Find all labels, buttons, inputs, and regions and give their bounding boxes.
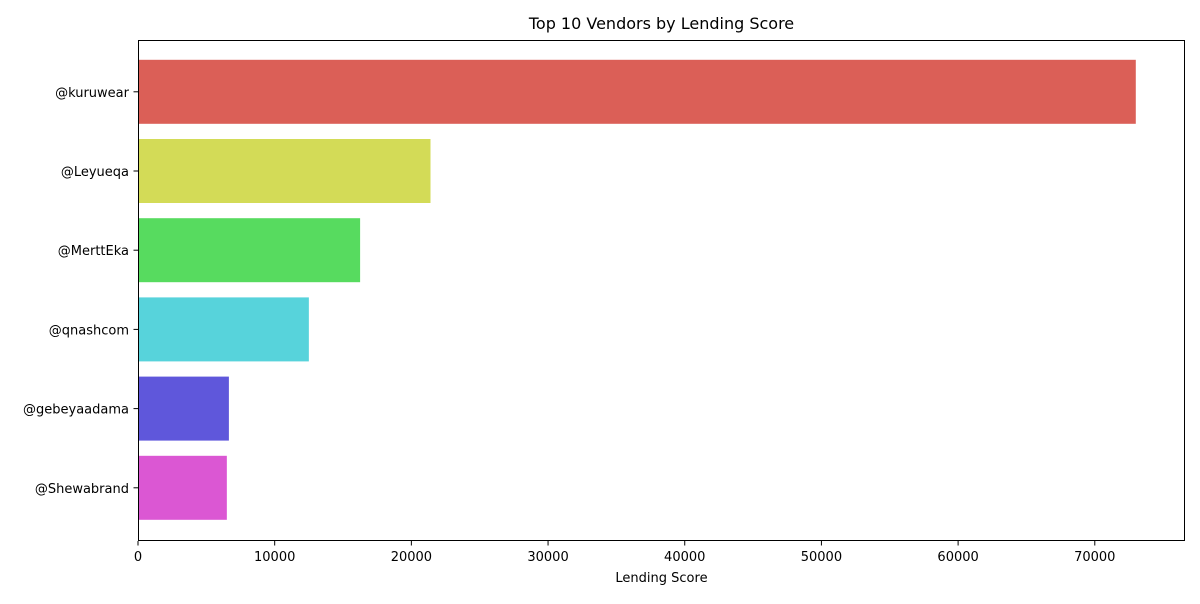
x-tick-label: 70000 [1074, 550, 1115, 565]
x-tick-label: 50000 [801, 550, 842, 565]
bar-qnashcom [138, 297, 309, 362]
bar-shewabrand [138, 455, 227, 520]
bars-layer [138, 59, 1136, 520]
bar-gebeyaadama [138, 376, 229, 441]
y-tick-label: @Leyueqa [61, 165, 129, 180]
y-tick-label: @qnashcom [49, 323, 129, 338]
chart-title: Top 10 Vendors by Lending Score [528, 14, 794, 33]
x-tick-label: 30000 [527, 550, 568, 565]
y-tick-label: @kuruwear [55, 86, 130, 101]
x-axis-label: Lending Score [615, 571, 707, 586]
bar-mertteka [138, 218, 361, 283]
y-tick-label: @Shewabrand [35, 482, 129, 497]
plot-frame [138, 40, 1185, 541]
x-tick-label: 0 [134, 550, 142, 565]
x-tick-label: 60000 [937, 550, 978, 565]
y-tick-label: @MerttEka [58, 244, 129, 259]
ticks-layer: @kuruwear @Leyueqa @MerttEka @qnashcom @gebe… [23, 86, 1115, 565]
x-tick-label: 10000 [254, 550, 295, 565]
x-tick-label: 20000 [391, 550, 432, 565]
bar-leyueqa [138, 139, 431, 203]
y-tick-label: @gebeyaadama [23, 403, 129, 418]
x-tick-label: 40000 [664, 550, 705, 565]
bar-kuruwear [138, 59, 1136, 124]
